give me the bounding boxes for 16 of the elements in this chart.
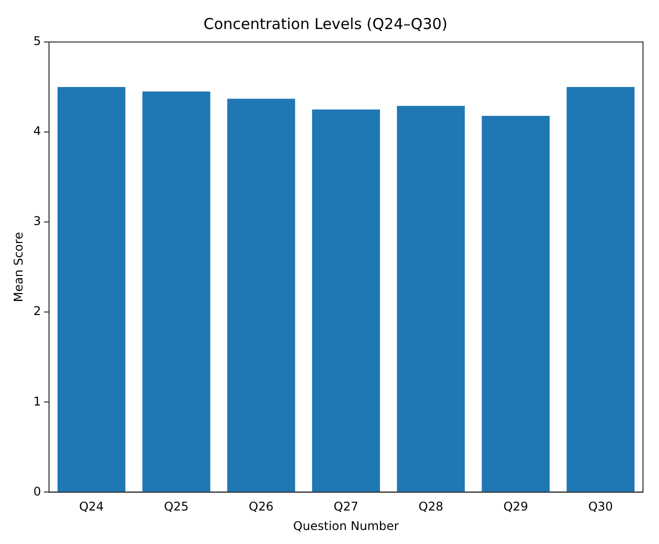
y-axis-title: Mean Score xyxy=(11,232,26,302)
y-tick-label: 4 xyxy=(33,124,42,138)
y-tick-label: 1 xyxy=(33,394,42,408)
y-tick-label: 2 xyxy=(33,304,42,318)
x-tick-label: Q25 xyxy=(164,500,189,514)
chart-title: Concentration Levels (Q24–Q30) xyxy=(203,14,448,33)
x-tick-label: Q26 xyxy=(248,500,274,514)
x-axis-title: Question Number xyxy=(293,518,399,533)
x-tick-label: Q24 xyxy=(79,500,104,514)
y-tick-label: 0 xyxy=(33,484,42,498)
y-tick-label: 5 xyxy=(33,34,42,48)
y-tick-label: 3 xyxy=(33,214,42,228)
x-tick-label: Q29 xyxy=(503,500,528,514)
x-tick-label: Q28 xyxy=(418,500,444,514)
x-tick-label: Q30 xyxy=(588,500,613,514)
x-tick-label: Q27 xyxy=(334,500,358,514)
